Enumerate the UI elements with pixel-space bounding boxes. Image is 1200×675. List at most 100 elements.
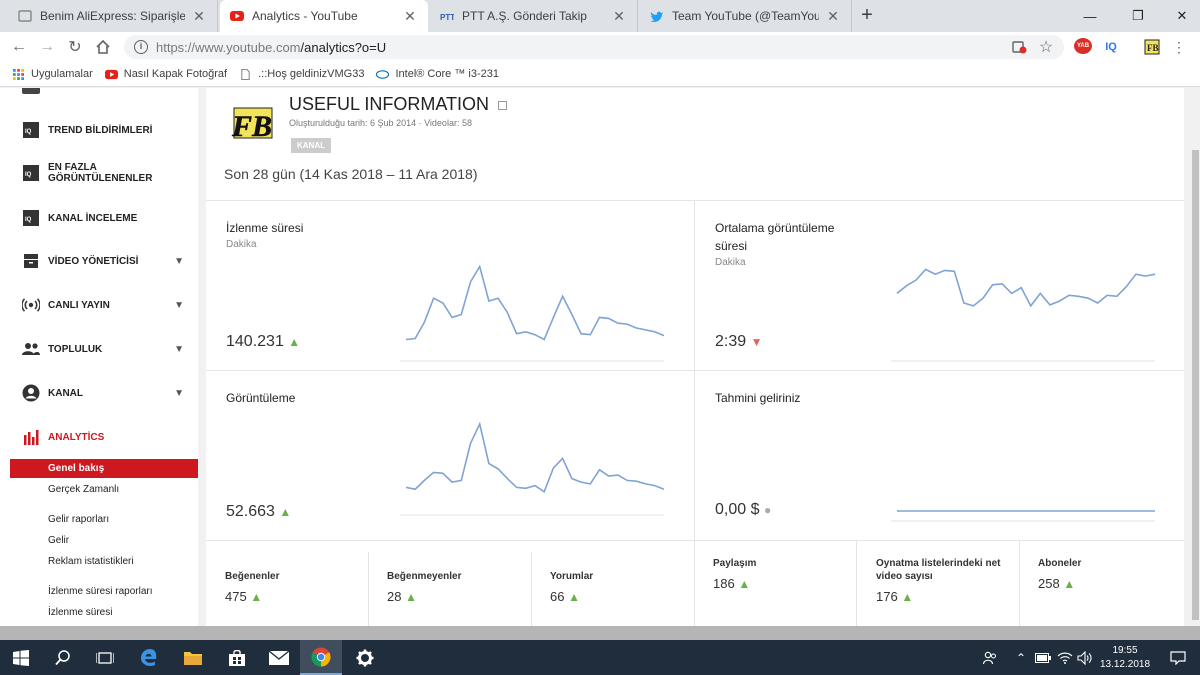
chevron-down-icon[interactable]: ▼ <box>174 343 184 355</box>
reload-button[interactable]: ↻ <box>68 39 82 56</box>
new-tab-button[interactable]: + <box>861 4 873 26</box>
start-button[interactable] <box>0 640 42 675</box>
yab-extension-icon[interactable]: YAB <box>1074 38 1092 54</box>
close-tab-icon[interactable]: ✕ <box>193 7 205 24</box>
sidebar-item-live[interactable]: CANLI YAYIN ▼ <box>0 295 198 315</box>
battery-icon[interactable] <box>1034 640 1052 675</box>
back-button[interactable]: ← <box>11 38 27 55</box>
partial-nav-icon <box>22 88 40 94</box>
bookmark-apps[interactable]: Uygulamalar <box>12 68 93 80</box>
close-tab-icon[interactable]: ✕ <box>404 7 416 24</box>
video-manager-icon <box>22 252 40 270</box>
stat-subscribers[interactable]: Aboneler 258 ▲ <box>1038 557 1178 591</box>
channel-logo: FB <box>228 100 278 146</box>
sidebar-subitem-watch-time[interactable]: İzlenme süresi <box>48 607 113 618</box>
edge-button[interactable] <box>128 640 170 675</box>
tab-aliexpress[interactable]: Benim AliExpress: Siparişlerinizi Yö ✕ <box>8 0 218 32</box>
file-explorer-button[interactable] <box>172 640 214 675</box>
store-button[interactable] <box>216 640 258 675</box>
card-watch-time[interactable]: İzlenme süresi Dakika 140.231 ▲ <box>206 200 694 370</box>
card-value: 52.663 ▲ <box>226 503 292 520</box>
address-bar[interactable]: i https://www.youtube.com/analytics?o=U <box>124 35 1064 59</box>
tab-ptt[interactable]: PTT PTT A.Ş. Gönderi Takip ✕ <box>430 0 638 32</box>
card-unit: Dakika <box>715 257 746 268</box>
system-clock[interactable]: 19:55 13.12.2018 <box>1095 644 1155 672</box>
external-link-icon[interactable] <box>498 100 508 110</box>
card-views[interactable]: Görüntüleme 52.663 ▲ <box>206 370 694 540</box>
stat-value: 176 ▲ <box>876 589 914 604</box>
scrollbar-thumb[interactable] <box>1192 150 1199 620</box>
fb-extension-icon[interactable]: FB <box>1143 38 1161 56</box>
horizontal-scrollbar[interactable] <box>0 626 1200 640</box>
people-icon[interactable] <box>980 640 1000 675</box>
settings-button[interactable] <box>344 640 386 675</box>
stat-label: Beğenenler <box>225 571 280 582</box>
sidebar-subitem-watch-time-reports[interactable]: İzlenme süresi raporları <box>48 586 153 597</box>
sidebar-item-analytics[interactable]: ANALYTİCS <box>0 427 198 447</box>
chevron-down-icon[interactable]: ▼ <box>174 299 184 311</box>
menu-dots-icon[interactable]: ⋮ <box>1172 38 1186 55</box>
sidebar-item-video-manager[interactable]: VİDEO YÖNETİCİSİ ▼ <box>0 251 198 271</box>
stats-separator <box>1019 540 1020 626</box>
live-broadcast-icon <box>22 296 40 314</box>
sidebar-subitem-ad-stats[interactable]: Reklam istatistikleri <box>48 556 134 567</box>
wifi-icon[interactable] <box>1056 640 1074 675</box>
minimize-button[interactable]: — <box>1083 8 1097 24</box>
iq-extension-icon[interactable]: IQ <box>1105 41 1117 53</box>
trend-neutral-icon: ● <box>763 503 772 517</box>
bookmark-kapak[interactable]: Nasıl Kapak Fotoğraf <box>104 68 228 80</box>
card-estimated-revenue[interactable]: Tahmini geliriniz 0,00 $ ● <box>694 370 1184 540</box>
trend-up-icon: ▲ <box>405 590 417 604</box>
bookmark-intel[interactable]: Intel® Core ™ i3-231 <box>376 68 499 80</box>
stat-playlist-videos[interactable]: Oynatma listelerindeki net video sayısı … <box>876 557 1016 604</box>
mail-button[interactable] <box>258 640 300 675</box>
sidebar-subitem-revenue-reports[interactable]: Gelir raporları <box>48 514 110 525</box>
card-avg-view-duration[interactable]: Ortalama görüntüleme süresi Dakika 2:39 … <box>694 200 1184 370</box>
stat-comments[interactable]: Yorumlar 66 ▲ <box>550 570 690 604</box>
bookmark-label: Nasıl Kapak Fotoğraf <box>123 68 228 80</box>
stat-shares[interactable]: Paylaşım 186 ▲ <box>713 557 853 591</box>
sidebar-item-most-viewed[interactable]: IQ EN FAZLA GÖRÜNTÜLENENLER <box>0 160 198 186</box>
tray-chevron-up-icon[interactable]: ⌃ <box>1015 650 1027 665</box>
bookmark-vmg[interactable]: .::Hoş geldinizVMG33 <box>239 68 364 80</box>
bookmark-star-icon[interactable]: ☆ <box>1038 39 1054 56</box>
analytics-overview: FB USEFUL INFORMATION Oluşturulduğu tari… <box>206 88 1184 626</box>
sidebar-subitem-overview[interactable]: Genel bakış <box>10 459 198 478</box>
close-tab-icon[interactable]: ✕ <box>827 7 839 24</box>
chevron-down-icon[interactable]: ▼ <box>174 387 184 399</box>
sidebar-item-channel[interactable]: KANAL ▼ <box>0 383 198 403</box>
sidebar-subitem-realtime[interactable]: Gerçek Zamanlı <box>48 484 120 495</box>
stats-divider <box>206 540 1184 541</box>
close-tab-icon[interactable]: ✕ <box>613 7 625 24</box>
trend-down-icon: ▼ <box>750 335 763 349</box>
edge-icon <box>141 648 157 666</box>
forward-button[interactable]: → <box>39 38 55 55</box>
stat-dislikes[interactable]: Beğenmeyenler 28 ▲ <box>387 570 527 604</box>
sidebar-item-trends[interactable]: IQ TREND BİLDİRİMLERİ <box>0 120 198 140</box>
chrome-icon <box>311 647 331 666</box>
sidebar-item-channel-review[interactable]: IQ KANAL İNCELEME <box>0 208 198 228</box>
sidebar-subitem-revenue[interactable]: Gelir <box>48 535 70 546</box>
task-view-icon <box>96 651 114 664</box>
blocked-icon[interactable] <box>1010 38 1028 56</box>
close-window-button[interactable]: ✕ <box>1176 8 1188 23</box>
search-button[interactable] <box>42 640 84 675</box>
chevron-down-icon[interactable]: ▼ <box>174 255 184 267</box>
stat-value: 258 ▲ <box>1038 576 1076 591</box>
maximize-button[interactable]: ❐ <box>1132 8 1144 23</box>
volume-icon[interactable] <box>1076 640 1094 675</box>
svg-text:FB: FB <box>231 110 272 143</box>
task-view-button[interactable] <box>84 640 126 675</box>
svg-text:PTT: PTT <box>440 13 454 22</box>
notifications-icon[interactable] <box>1166 640 1190 675</box>
home-button[interactable] <box>92 36 114 58</box>
account-circle-icon <box>22 384 40 402</box>
chrome-taskbar-button[interactable] <box>300 640 342 675</box>
sidebar-item-label: VİDEO YÖNETİCİSİ <box>48 255 139 267</box>
stat-likes[interactable]: Beğenenler 475 ▲ <box>225 570 365 604</box>
tab-analytics-youtube[interactable]: Analytics - YouTube ✕ <box>220 0 428 32</box>
sidebar-item-community[interactable]: TOPLULUK ▼ <box>0 339 198 359</box>
site-info-icon[interactable]: i <box>134 40 148 54</box>
